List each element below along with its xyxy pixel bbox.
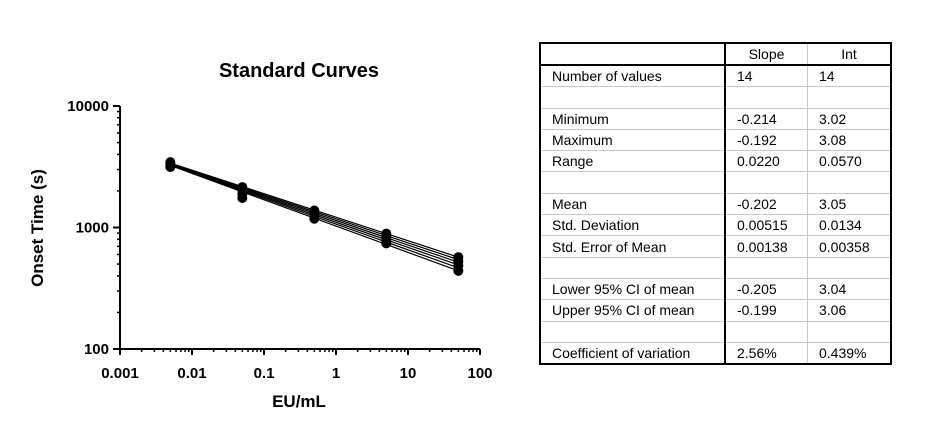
value-cell: -0.214 — [724, 107, 808, 130]
x-tick-label: 0.001 — [101, 365, 139, 382]
table-header-cell: Slope — [724, 43, 808, 65]
row-label-cell: Coefficient of variation — [540, 341, 725, 365]
table-row — [540, 256, 891, 279]
row-label-cell: Number of values — [540, 64, 725, 87]
value-cell — [807, 86, 891, 109]
data-point — [309, 205, 320, 216]
row-label-cell: Std. Error of Mean — [540, 235, 725, 258]
value-cell: 3.04 — [807, 277, 891, 300]
y-tick-label: 100 — [84, 341, 109, 358]
value-cell: -0.205 — [724, 277, 808, 300]
table-row: Lower 95% CI of mean -0.205 3.04 — [540, 277, 891, 300]
value-cell: 0.00138 — [724, 235, 808, 258]
value-cell: 3.08 — [807, 128, 891, 151]
y-axis-label: Onset Time (s) — [28, 169, 47, 287]
table-row: Coefficient of variation 2.56% 0.439% — [540, 341, 891, 365]
table-header-row: Slope Int — [540, 43, 891, 65]
value-cell: -0.199 — [724, 299, 808, 322]
value-cell: 0.0570 — [807, 150, 891, 172]
table-row: Std. Error of Mean 0.00138 0.00358 — [540, 235, 891, 258]
value-cell: 2.56% — [724, 341, 808, 365]
row-label-cell: Upper 95% CI of mean — [540, 299, 725, 322]
table-row — [540, 171, 891, 194]
value-cell — [807, 171, 891, 194]
value-cell — [724, 171, 808, 194]
value-cell: -0.192 — [724, 128, 808, 151]
data-point — [237, 182, 248, 193]
row-label-cell: Maximum — [540, 128, 725, 151]
chart-title: Standard Curves — [219, 60, 379, 82]
table-row: Std. Deviation 0.00515 0.0134 — [540, 214, 891, 236]
table-row — [540, 320, 891, 343]
row-label-cell: Range — [540, 150, 725, 172]
data-point — [165, 157, 176, 168]
value-cell: 0.00358 — [807, 235, 891, 258]
row-label-cell: Std. Deviation — [540, 214, 725, 236]
table-row: Number of values 14 14 — [540, 64, 891, 87]
row-label-cell: Lower 95% CI of mean — [540, 277, 725, 300]
x-axis-label: EU/mL — [272, 392, 326, 411]
row-label-cell: Mean — [540, 192, 725, 215]
value-cell: 0.439% — [807, 341, 891, 365]
table-row: Range 0.0220 0.0570 — [540, 150, 891, 172]
value-cell — [724, 86, 808, 109]
y-tick-label: 1000 — [76, 220, 109, 237]
table-header-cell — [540, 43, 725, 65]
table-row: Mean -0.202 3.05 — [540, 192, 891, 215]
x-tick-label: 100 — [467, 365, 492, 382]
row-label-cell: Minimum — [540, 107, 725, 130]
standard-curves-chart: Standard Curves Onset Time (s) EU/mL 0.0… — [28, 60, 493, 411]
table-row — [540, 86, 891, 109]
row-label-cell — [540, 86, 725, 109]
value-cell: 0.0220 — [724, 150, 808, 172]
value-cell: -0.202 — [724, 192, 808, 215]
data-point — [381, 228, 392, 239]
table-row: Upper 95% CI of mean -0.199 3.06 — [540, 299, 891, 322]
data-point — [453, 252, 464, 263]
table-row: Maximum -0.192 3.08 — [540, 128, 891, 151]
statistics-table: Slope Int Number of values 14 14 Minimum -0.21… — [539, 42, 892, 366]
value-cell — [724, 320, 808, 343]
value-cell: 0.00515 — [724, 214, 808, 236]
table-row: Minimum -0.214 3.02 — [540, 107, 891, 130]
value-cell: 3.05 — [807, 192, 891, 215]
value-cell: 3.02 — [807, 107, 891, 130]
row-label-cell — [540, 256, 725, 279]
row-label-cell — [540, 171, 725, 194]
value-cell: 14 — [724, 64, 808, 87]
y-tick-label: 10000 — [67, 98, 109, 115]
x-tick-label: 0.01 — [177, 365, 206, 382]
value-cell — [807, 320, 891, 343]
value-cell: 3.06 — [807, 299, 891, 322]
value-cell — [724, 256, 808, 279]
x-tick-label: 10 — [400, 365, 417, 382]
x-tick-label: 0.1 — [254, 365, 275, 382]
row-label-cell — [540, 320, 725, 343]
table-header-cell: Int — [807, 43, 891, 65]
value-cell: 0.0134 — [807, 214, 891, 236]
x-tick-label: 1 — [332, 365, 340, 382]
value-cell — [807, 256, 891, 279]
value-cell: 14 — [807, 64, 891, 87]
